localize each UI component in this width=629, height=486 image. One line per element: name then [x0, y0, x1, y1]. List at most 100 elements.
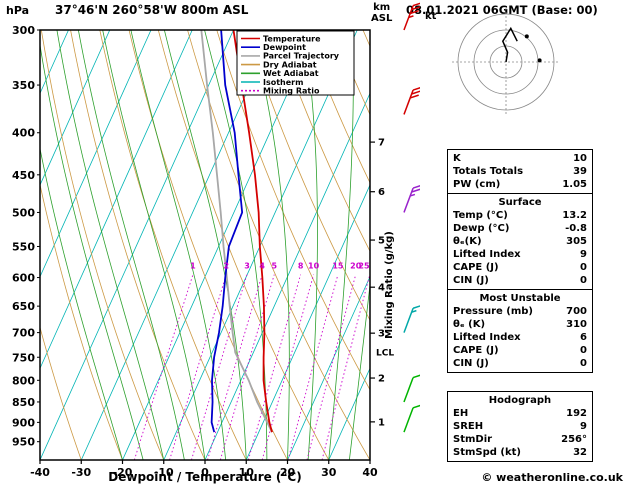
index-value: 9	[580, 249, 587, 260]
svg-text:10: 10	[308, 262, 320, 271]
index-label: EH	[453, 408, 469, 419]
svg-text:4: 4	[259, 262, 265, 271]
wind-barbs	[403, 2, 420, 433]
svg-text:2: 2	[378, 374, 385, 385]
svg-text:4: 4	[378, 283, 385, 294]
svg-text:0: 0	[201, 466, 209, 479]
km-unit-label: km	[373, 2, 391, 13]
index-value: 0	[580, 358, 587, 369]
index-value: 305	[566, 236, 587, 247]
hodograph-dot	[537, 58, 542, 63]
legend-label: Temperature	[263, 34, 321, 43]
x-axis-label: Dewpoint / Temperature (°C)	[108, 470, 301, 484]
legend-label: Dry Adiabat	[263, 60, 317, 69]
legend-label: Isotherm	[263, 78, 303, 87]
index-label: SREH	[453, 421, 484, 432]
index-label: K	[453, 153, 461, 164]
svg-text:900: 900	[12, 416, 35, 429]
index-value: 13.2	[562, 210, 587, 221]
svg-text:15: 15	[332, 262, 344, 271]
pressure-tick-labels: 300 350 400 450 500 550 600 650 700 750 800 850 900 9…	[12, 24, 40, 449]
index-label: Pressure (mb)	[453, 306, 533, 317]
index-value: -0.8	[565, 223, 587, 234]
index-value: 10	[573, 153, 587, 164]
svg-text:30: 30	[321, 466, 337, 479]
index-row: θₑ(K) 305	[448, 235, 592, 248]
index-label: StmSpd (kt)	[453, 447, 521, 458]
wind-barb	[403, 185, 420, 213]
index-row: Lifted Index 9	[448, 248, 592, 261]
index-value: 256°	[561, 434, 587, 445]
index-row: Dewp (°C) -0.8	[448, 222, 592, 235]
svg-text:450: 450	[12, 169, 35, 182]
dewpoint-line	[210, 30, 244, 433]
index-label: θₑ (K)	[453, 319, 486, 330]
station-title: 37°46'N 260°58'W 800m ASL	[55, 3, 249, 17]
wind-barb	[403, 2, 420, 31]
legend-label: Mixing Ratio	[263, 87, 320, 96]
hodograph-ring	[489, 45, 523, 79]
legend-label: Parcel Trajectory	[263, 52, 340, 61]
index-label: StmDir	[453, 434, 493, 445]
index-value: 0	[580, 262, 587, 273]
index-label: CAPE (J)	[453, 345, 499, 356]
index-label: PW (cm)	[453, 179, 501, 190]
run-datetime: 08.01.2021 06GMT (Base: 00)	[406, 3, 598, 17]
indices-section-hodograph: Hodograph EH 192 SREH 9 StmDir 256° StmSpd (kt)…	[447, 391, 593, 462]
section-title: Hodograph	[488, 395, 552, 406]
mixing-ratio-lines	[133, 274, 370, 460]
hodograph-ring	[473, 29, 539, 95]
wind-barb	[403, 305, 420, 333]
index-value: 700	[566, 306, 587, 317]
legend-label: Dewpoint	[263, 43, 306, 52]
copyright-text: © weatheronline.co.uk	[481, 471, 623, 484]
index-label: Lifted Index	[453, 332, 521, 343]
index-value: 6	[580, 332, 587, 343]
svg-text:800: 800	[12, 374, 35, 387]
legend-box	[236, 30, 355, 96]
indices-section-surface: Surface Temp (°C) 13.2 Dewp (°C) -0.8 θₑ(K) 30…	[447, 193, 593, 290]
index-row: Totals Totals 39	[448, 165, 592, 178]
index-value: 9	[580, 421, 587, 432]
svg-text:550: 550	[12, 240, 35, 253]
index-value: 32	[573, 447, 587, 458]
index-value: 1.05	[562, 179, 587, 190]
index-row: CAPE (J) 0	[448, 344, 592, 357]
index-row: K 10	[448, 152, 592, 165]
svg-text:-10: -10	[154, 466, 174, 479]
svg-text:7: 7	[378, 138, 385, 149]
pressure-axis-unit: hPa	[6, 4, 30, 17]
index-label: Dewp (°C)	[453, 223, 510, 234]
index-label: CAPE (J)	[453, 262, 499, 273]
index-label: CIN (J)	[453, 275, 489, 286]
wind-barb	[403, 87, 420, 115]
indices-section: K 10 Totals Totals 39 PW (cm) 1.05	[447, 149, 593, 194]
svg-text:750: 750	[12, 351, 35, 364]
svg-text:5: 5	[378, 236, 385, 247]
index-row: Temp (°C) 13.2	[448, 209, 592, 222]
index-row: CAPE (J) 0	[448, 261, 592, 274]
altitude-axis-unit: km ASL	[371, 2, 392, 24]
svg-text:1: 1	[378, 417, 385, 428]
asl-label: ASL	[371, 13, 393, 24]
hodograph-ring	[457, 13, 555, 111]
hodograph-dot	[524, 34, 529, 39]
svg-text:950: 950	[12, 436, 35, 449]
svg-text:850: 850	[12, 396, 35, 409]
section-title: Surface	[498, 197, 542, 208]
index-label: Temp (°C)	[453, 210, 508, 221]
svg-text:25: 25	[358, 262, 370, 271]
svg-text:3: 3	[244, 262, 250, 271]
section-title: Most Unstable	[479, 293, 561, 304]
index-value: 0	[580, 345, 587, 356]
svg-text:-20: -20	[113, 466, 133, 479]
index-value: 192	[566, 408, 587, 419]
svg-text:-40: -40	[30, 466, 50, 479]
hodograph-trace	[501, 26, 518, 63]
mixing-ratio-axis-label: Mixing Ratio (g/kg)	[384, 231, 395, 339]
hodograph-chart: kt	[425, 8, 560, 116]
svg-text:20: 20	[280, 466, 296, 479]
index-value: 0	[580, 275, 587, 286]
